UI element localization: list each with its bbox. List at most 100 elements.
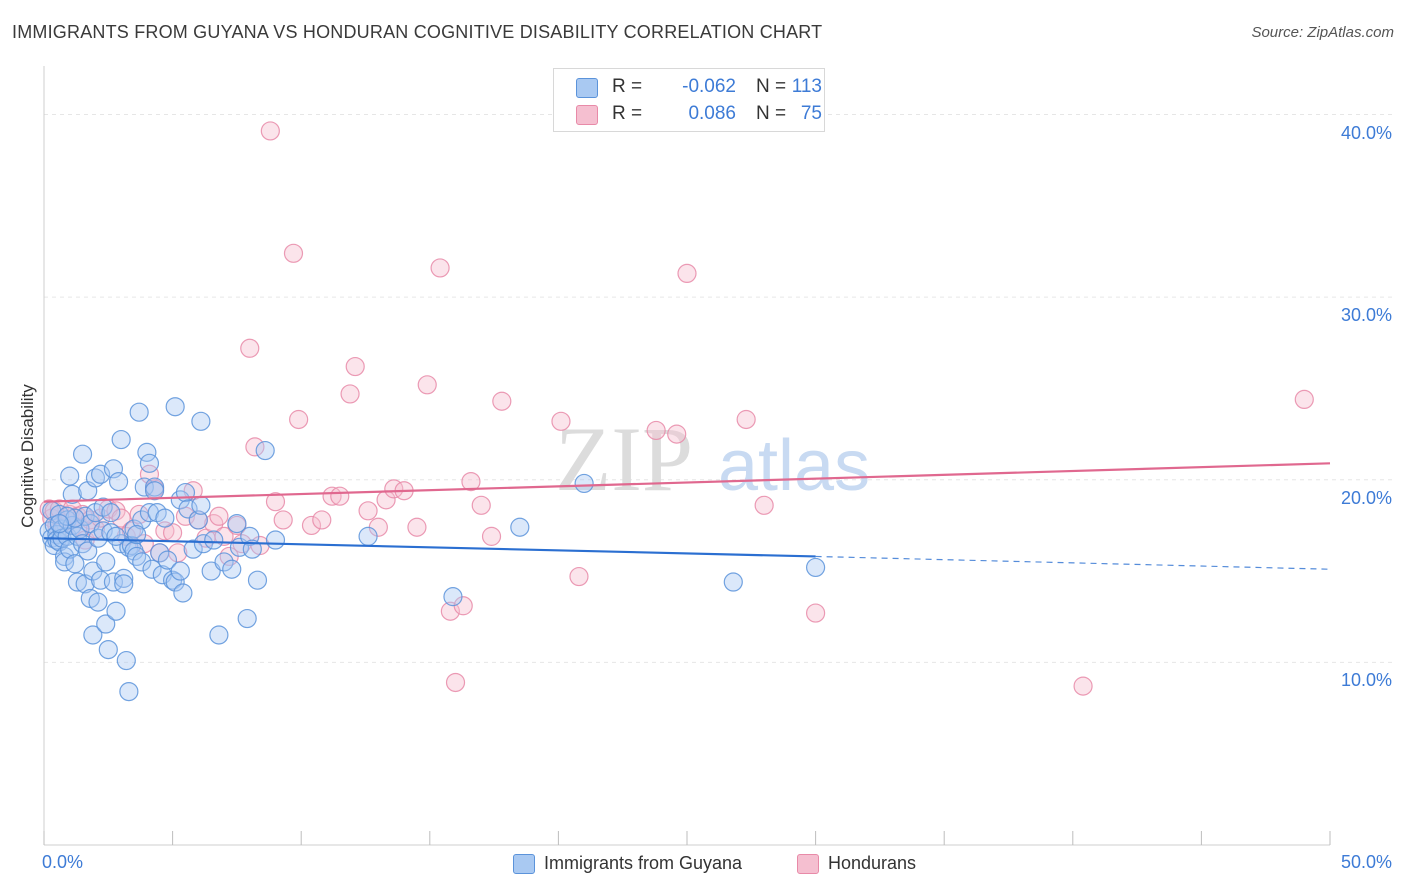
point-hondurans (283, 243, 304, 263)
watermark: ZIP atlas (555, 408, 870, 510)
point-guyana (106, 526, 126, 546)
point-guyana (101, 503, 121, 523)
point-guyana (119, 681, 139, 702)
y-tick-label: 10.0% (1340, 670, 1392, 691)
point-hondurans (260, 121, 280, 141)
point-hondurans (430, 258, 450, 278)
point-guyana (265, 530, 286, 550)
point-guyana (134, 477, 154, 497)
point-guyana (88, 592, 108, 612)
trend-line-guyana (43, 537, 816, 558)
legend-label-hondurans: Hondurans (828, 853, 917, 873)
point-guyana (165, 572, 185, 592)
n-label: N = (756, 103, 787, 124)
point-guyana (57, 506, 77, 526)
point-guyana (114, 568, 134, 588)
chart-title: IMMIGRANTS FROM GUYANA VS HONDURAN COGNI… (12, 22, 823, 42)
point-guyana (106, 601, 126, 621)
y-tick-label: 30.0% (1340, 305, 1392, 326)
point-guyana (157, 550, 178, 570)
point-guyana (510, 517, 530, 537)
point-guyana (85, 468, 106, 488)
x-tick-label-min: 0.0% (42, 852, 84, 872)
point-hondurans (240, 338, 260, 358)
point-hondurans (330, 486, 350, 506)
point-guyana (165, 397, 185, 417)
y-tick-label: 40.0% (1340, 122, 1392, 143)
point-hondurans (445, 672, 466, 693)
point-guyana (126, 546, 147, 567)
point-guyana (155, 508, 175, 528)
point-guyana (132, 552, 152, 572)
point-guyana (214, 552, 234, 572)
point-hondurans (677, 263, 697, 284)
point-guyana (111, 429, 131, 450)
point-guyana (183, 539, 203, 559)
point-guyana (65, 554, 85, 574)
point-guyana (188, 510, 208, 530)
point-guyana (67, 572, 88, 592)
point-guyana (72, 444, 93, 464)
point-hondurans (209, 506, 229, 526)
point-guyana (805, 557, 826, 578)
point-hondurans (245, 437, 265, 457)
point-guyana (129, 402, 149, 422)
point-guyana (132, 510, 152, 530)
point-hondurans (214, 526, 234, 546)
point-hondurans (461, 471, 481, 492)
point-guyana (108, 471, 129, 492)
axes (43, 66, 1331, 846)
source-credit: Source: ZipAtlas.com (1251, 24, 1394, 41)
r-value: -0.062 (682, 76, 736, 97)
y-tick-label: 20.0% (1340, 487, 1392, 508)
point-hondurans (471, 495, 491, 515)
point-guyana (443, 587, 463, 607)
point-hondurans (646, 420, 666, 441)
grid-lines (44, 114, 1392, 663)
trend-line-hondurans (43, 462, 1331, 503)
point-guyana (191, 495, 211, 515)
stats-legend: R = -0.062 N = 113 R = 0.086 N = 75 (553, 68, 825, 132)
legend-label-guyana: Immigrants from Guyana (544, 853, 743, 873)
point-guyana (139, 453, 160, 473)
point-guyana (62, 484, 82, 504)
point-hondurans (111, 508, 131, 528)
r-label: R = (612, 103, 643, 124)
point-guyana (116, 650, 136, 671)
series-hondurans-points (39, 121, 1314, 696)
point-hondurans (736, 409, 756, 430)
point-guyana (173, 583, 193, 603)
point-hondurans (273, 510, 293, 530)
legend-swatch-guyana (576, 78, 598, 98)
point-guyana (175, 482, 196, 503)
point-guyana (142, 559, 162, 579)
point-hondurans (417, 375, 437, 395)
point-guyana (60, 466, 80, 486)
point-hondurans (358, 501, 378, 521)
point-hondurans (1073, 676, 1093, 696)
point-hondurans (805, 603, 826, 623)
point-guyana (103, 459, 124, 479)
point-guyana (227, 513, 247, 534)
point-hondurans (265, 492, 286, 512)
legend-swatch-guyana (513, 854, 535, 874)
point-hondurans (407, 517, 427, 537)
point-guyana (98, 639, 118, 660)
point-hondurans (312, 510, 332, 530)
series-guyana-points (39, 397, 826, 702)
point-guyana (170, 561, 190, 581)
point-guyana (723, 572, 743, 592)
point-guyana (96, 614, 116, 634)
n-value: 113 (791, 76, 822, 97)
legend-swatch-hondurans (797, 854, 819, 874)
point-guyana (255, 440, 275, 461)
point-guyana (237, 608, 257, 629)
point-hondurans (667, 424, 687, 444)
point-hondurans (481, 526, 502, 546)
point-guyana (126, 524, 147, 545)
point-hondurans (569, 566, 589, 587)
point-hondurans (289, 409, 309, 430)
point-guyana (150, 543, 170, 563)
watermark-zip: ZIP (555, 408, 693, 510)
